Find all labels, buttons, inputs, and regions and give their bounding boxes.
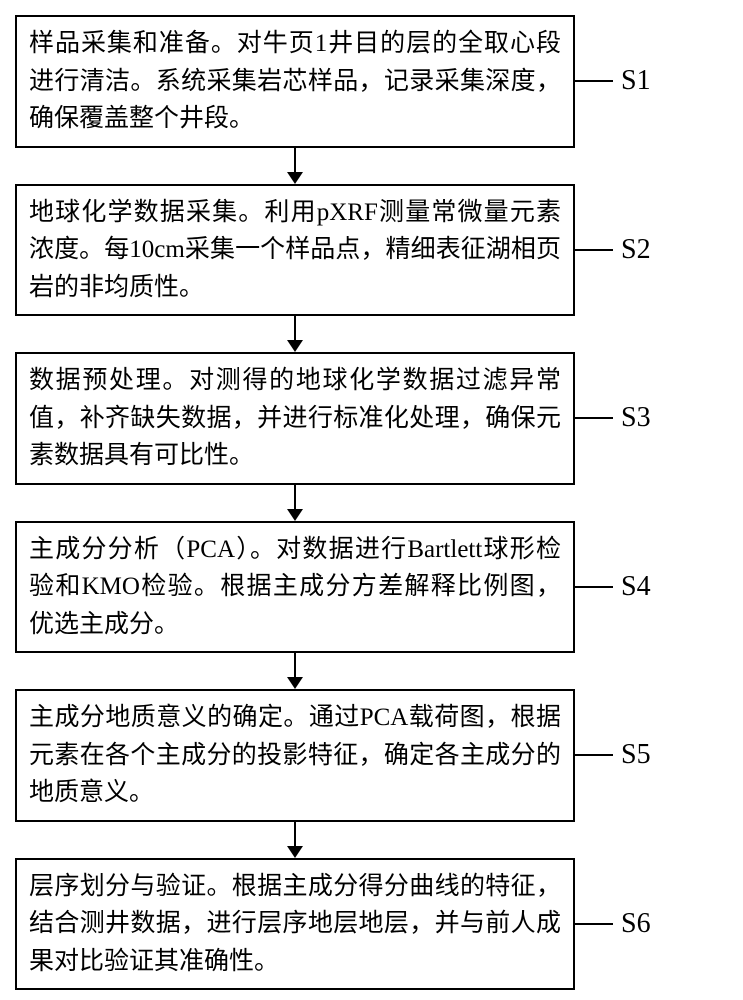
- step-box-s1: 样品采集和准备。对牛页1井目的层的全取心段进行清洁。系统采集岩芯样品，记录采集深…: [15, 15, 575, 148]
- arrow-s4-s5: [15, 653, 575, 689]
- step-label-s4: S4: [621, 571, 651, 603]
- arrow-s3-s4: [15, 485, 575, 521]
- flowchart-container: 样品采集和准备。对牛页1井目的层的全取心段进行清洁。系统采集岩芯样品，记录采集深…: [0, 15, 743, 990]
- step-box-s4: 主成分分析（PCA）。对数据进行Bartlett球形检验和KMO检验。根据主成分…: [15, 521, 575, 654]
- arrow-head-icon: [287, 846, 303, 858]
- step-label-s2: S2: [621, 234, 651, 266]
- step-label-s3: S3: [621, 402, 651, 434]
- connector-s3: [575, 417, 613, 419]
- step-s2: 地球化学数据采集。利用pXRF测量常微量元素浓度。每10cm采集一个样品点，精细…: [15, 184, 743, 317]
- step-box-s3: 数据预处理。对测得的地球化学数据过滤异常值，补齐缺失数据，并进行标准化处理，确保…: [15, 352, 575, 485]
- step-text-s6: 层序划分与验证。根据主成分得分曲线的特征，结合测井数据，进行层序地层地层，并与前…: [29, 873, 561, 975]
- step-box-s6: 层序划分与验证。根据主成分得分曲线的特征，结合测井数据，进行层序地层地层，并与前…: [15, 858, 575, 991]
- step-s6: 层序划分与验证。根据主成分得分曲线的特征，结合测井数据，进行层序地层地层，并与前…: [15, 858, 743, 991]
- step-text-s5: 主成分地质意义的确定。通过PCA载荷图，根据元素在各个主成分的投影特征，确定各主…: [29, 704, 561, 806]
- step-s5: 主成分地质意义的确定。通过PCA载荷图，根据元素在各个主成分的投影特征，确定各主…: [15, 689, 743, 822]
- step-s3: 数据预处理。对测得的地球化学数据过滤异常值，补齐缺失数据，并进行标准化处理，确保…: [15, 352, 743, 485]
- step-box-s5: 主成分地质意义的确定。通过PCA载荷图，根据元素在各个主成分的投影特征，确定各主…: [15, 689, 575, 822]
- step-box-s2: 地球化学数据采集。利用pXRF测量常微量元素浓度。每10cm采集一个样品点，精细…: [15, 184, 575, 317]
- step-text-s2: 地球化学数据采集。利用pXRF测量常微量元素浓度。每10cm采集一个样品点，精细…: [29, 199, 561, 301]
- step-s4: 主成分分析（PCA）。对数据进行Bartlett球形检验和KMO检验。根据主成分…: [15, 521, 743, 654]
- arrow-s1-s2: [15, 148, 575, 184]
- arrow-head-icon: [287, 677, 303, 689]
- step-label-s1: S1: [621, 65, 651, 97]
- step-s1: 样品采集和准备。对牛页1井目的层的全取心段进行清洁。系统采集岩芯样品，记录采集深…: [15, 15, 743, 148]
- step-text-s4: 主成分分析（PCA）。对数据进行Bartlett球形检验和KMO检验。根据主成分…: [29, 536, 561, 638]
- connector-s6: [575, 923, 613, 925]
- step-label-s6: S6: [621, 908, 651, 940]
- arrow-s5-s6: [15, 822, 575, 858]
- connector-s4: [575, 586, 613, 588]
- connector-s5: [575, 754, 613, 756]
- step-label-s5: S5: [621, 739, 651, 771]
- arrow-head-icon: [287, 509, 303, 521]
- arrow-head-icon: [287, 172, 303, 184]
- step-text-s3: 数据预处理。对测得的地球化学数据过滤异常值，补齐缺失数据，并进行标准化处理，确保…: [29, 367, 561, 469]
- connector-s2: [575, 249, 613, 251]
- arrow-s2-s3: [15, 316, 575, 352]
- connector-s1: [575, 80, 613, 82]
- arrow-head-icon: [287, 340, 303, 352]
- step-text-s1: 样品采集和准备。对牛页1井目的层的全取心段进行清洁。系统采集岩芯样品，记录采集深…: [29, 30, 561, 132]
